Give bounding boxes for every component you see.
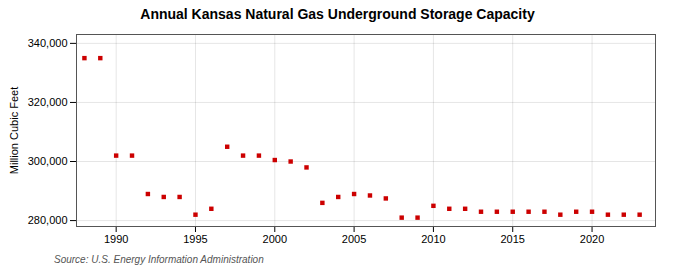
- svg-text:2010: 2010: [421, 233, 445, 245]
- svg-text:340,000: 340,000: [28, 37, 68, 49]
- svg-text:2005: 2005: [342, 233, 366, 245]
- html-text:Source: U.S. Energy Informatio: Source: U.S. Energy Information Administ…: [54, 254, 264, 265]
- svg-text:300,000: 300,000: [28, 155, 68, 167]
- svg-text:1990: 1990: [104, 233, 128, 245]
- svg-text:2015: 2015: [500, 233, 524, 245]
- svg-text:Million Cubic Feet: Million Cubic Feet: [8, 87, 20, 174]
- svg-text:1995: 1995: [183, 233, 207, 245]
- svg-text:2000: 2000: [263, 233, 287, 245]
- svg-text:2020: 2020: [580, 233, 604, 245]
- svg-text:320,000: 320,000: [28, 96, 68, 108]
- svg-text:280,000: 280,000: [28, 214, 68, 226]
- html-text:Annual Kansas Natural Gas Unde: Annual Kansas Natural Gas Underground St…: [140, 6, 535, 22]
